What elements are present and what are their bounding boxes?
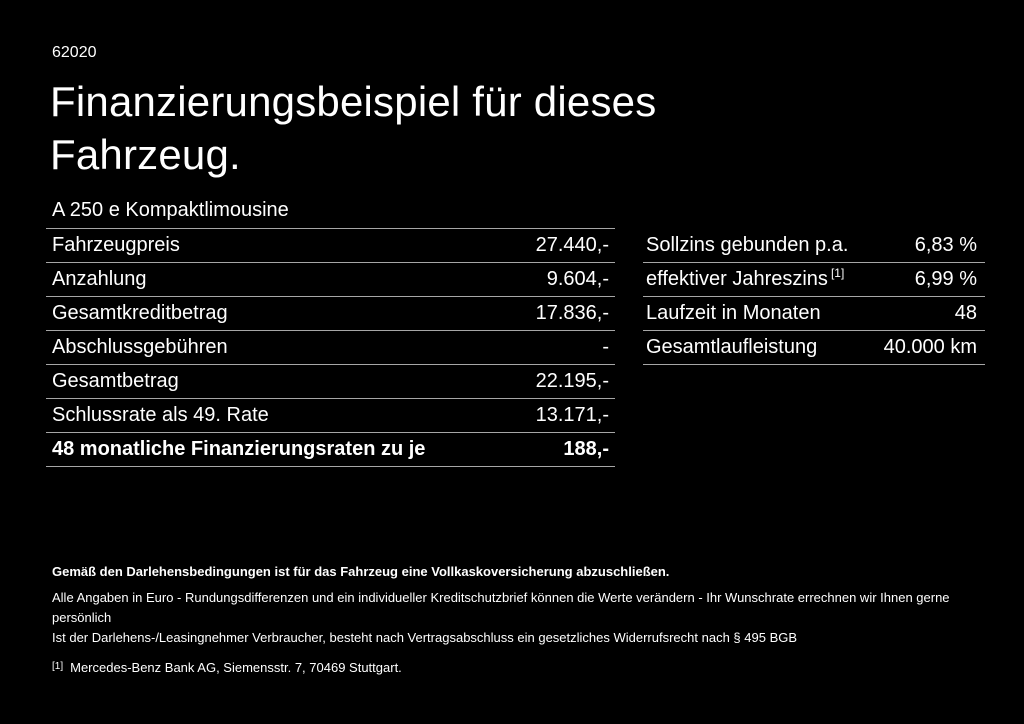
- row-value: 9.604,-: [546, 268, 609, 290]
- document-number: 62020: [52, 44, 97, 61]
- table-row: Gesamtbetrag 22.195,-: [46, 365, 615, 399]
- financing-tables: Fahrzeugpreis 27.440,- Anzahlung 9.604,-…: [46, 228, 985, 467]
- row-label: Gesamtlaufleistung: [646, 336, 818, 358]
- disclaimer-line: Ist der Darlehens-/Leasingnehmer Verbrau…: [52, 630, 798, 645]
- row-value: 13.171,-: [535, 404, 609, 426]
- table-row: Abschlussgebühren -: [46, 331, 615, 365]
- row-value: 188,-: [563, 438, 609, 460]
- row-value: 17.836,-: [535, 302, 609, 324]
- row-label: Gesamtbetrag: [52, 370, 179, 392]
- row-value: 40.000 km: [883, 336, 977, 358]
- row-value: -: [602, 336, 609, 358]
- table-row: Sollzins gebunden p.a. 6,83 %: [643, 229, 985, 263]
- row-value: 27.440,-: [535, 234, 609, 256]
- row-label: Laufzeit in Monaten: [646, 302, 821, 324]
- disclaimer-line: Alle Angaben in Euro - Rundungsdifferenz…: [52, 590, 950, 625]
- insurance-note: Gemäß den Darlehensbedingungen ist für d…: [52, 564, 670, 579]
- table-row: Fahrzeugpreis 27.440,-: [46, 229, 615, 263]
- footnote-marker: [1]: [52, 661, 64, 672]
- table-row: Gesamtkreditbetrag 17.836,-: [46, 297, 615, 331]
- row-label: Fahrzeugpreis: [52, 234, 180, 256]
- row-label: Schlussrate als 49. Rate: [52, 404, 269, 426]
- row-label: Abschlussgebühren: [52, 336, 228, 358]
- row-value: 48: [954, 302, 977, 324]
- table-row: Gesamtlaufleistung 40.000 km: [643, 331, 985, 365]
- table-row-monthly-rate: 48 monatliche Finanzierungsraten zu je 1…: [46, 433, 615, 467]
- page-title: Finanzierungsbeispiel für dieses Fahrzeu…: [50, 78, 657, 178]
- row-label: Sollzins gebunden p.a.: [646, 234, 849, 256]
- footnote: [1] Mercedes-Benz Bank AG, Siemensstr. 7,…: [52, 660, 985, 675]
- row-value: 6,83 %: [914, 234, 977, 256]
- financing-conditions-table: Sollzins gebunden p.a. 6,83 % effektiver…: [643, 229, 985, 365]
- vehicle-model-subtitle: A 250 e Kompaktlimousine: [52, 199, 289, 221]
- table-row: Schlussrate als 49. Rate 13.171,-: [46, 399, 615, 433]
- row-label: 48 monatliche Finanzierungsraten zu je: [52, 438, 426, 460]
- row-value: 22.195,-: [535, 370, 609, 392]
- financing-example-page: 62020 Finanzierungsbeispiel für dieses F…: [46, 44, 985, 675]
- table-row: Laufzeit in Monaten 48: [643, 297, 985, 331]
- row-value: 6,99 %: [914, 268, 977, 290]
- financing-amounts-table: Fahrzeugpreis 27.440,- Anzahlung 9.604,-…: [46, 228, 615, 467]
- row-label: effektiver Jahreszins [1]: [646, 266, 845, 290]
- table-row: effektiver Jahreszins [1] 6,99 %: [643, 263, 985, 297]
- footnote-text: Mercedes-Benz Bank AG, Siemensstr. 7, 70…: [70, 660, 402, 675]
- table-row: Anzahlung 9.604,-: [46, 263, 615, 297]
- footnote-reference: [1]: [830, 266, 845, 281]
- legal-footer: Gemäß den Darlehensbedingungen ist für d…: [52, 564, 985, 675]
- row-label: Gesamtkreditbetrag: [52, 302, 228, 324]
- row-label: Anzahlung: [52, 268, 147, 290]
